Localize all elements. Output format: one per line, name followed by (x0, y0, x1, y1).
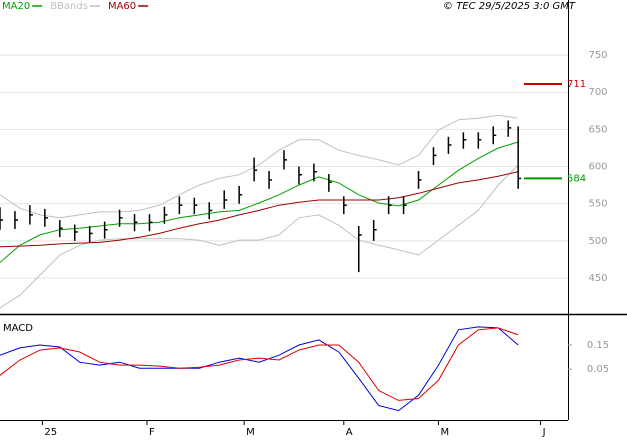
legend-label: MA60 (108, 1, 136, 12)
y-tick-label: 750 (588, 50, 607, 61)
copyright: © TEC 29/5/2025 3:0 GMT (443, 1, 576, 12)
level-label: 711 (567, 79, 586, 90)
macd-line (0, 327, 519, 401)
x-tick-label: M (246, 427, 255, 438)
y-tick-label: 450 (588, 273, 607, 284)
legend-label: BBands (50, 1, 88, 12)
legend-label: MA20 (2, 1, 30, 12)
y-tick-label: 600 (588, 162, 607, 173)
x-tick-label: A (346, 427, 353, 438)
macd-line (0, 326, 519, 412)
y-tick-label: 700 (588, 87, 607, 98)
y-tick-label: 0.05 (587, 364, 609, 375)
band-upper (0, 114, 519, 219)
macd-title: MACD (3, 323, 33, 334)
y-tick-label: 650 (588, 124, 607, 135)
x-tick-label: M (440, 427, 449, 438)
y-tick-label: 500 (588, 236, 607, 247)
x-tick-label: F (149, 427, 155, 438)
y-tick-label: 0.15 (587, 340, 609, 351)
x-tick-label: 25 (44, 427, 57, 438)
series-line (0, 171, 519, 248)
band-lower (0, 164, 519, 309)
level-label: 584 (567, 173, 586, 184)
x-tick-label: J (542, 427, 546, 438)
y-tick-label: 550 (588, 199, 607, 210)
